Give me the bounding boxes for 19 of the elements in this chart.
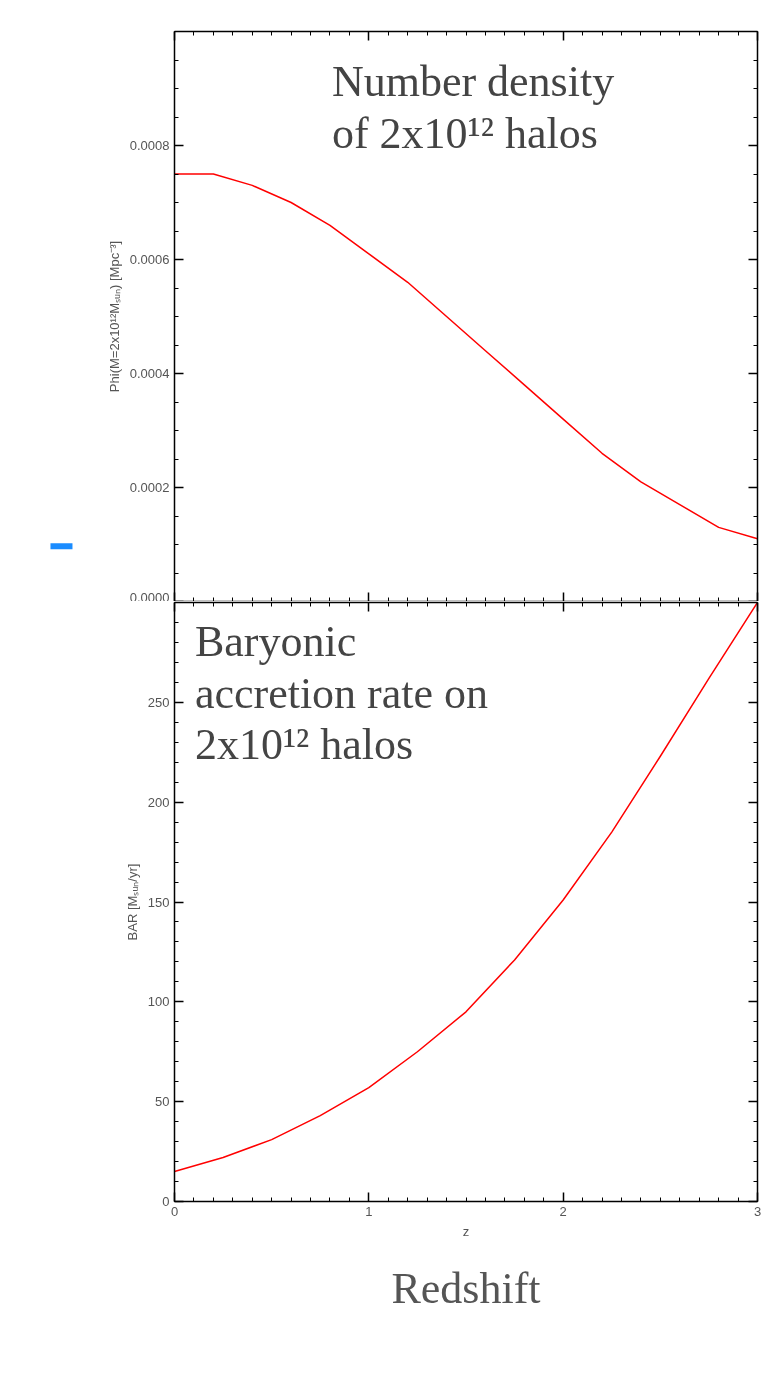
x-tick-label: 3 xyxy=(753,1203,762,1219)
y-tick-label: 200 xyxy=(147,794,170,810)
y-tick-label: 100 xyxy=(147,994,170,1010)
y-tick-label: 0.0006 xyxy=(129,252,170,267)
y-tick-label: 0.0000 xyxy=(129,589,170,605)
y-tick-label: 0.0004 xyxy=(129,366,170,381)
x-tick-label: 1 xyxy=(365,1203,373,1219)
annotation: Number density of 2x10¹² halos xyxy=(331,57,615,158)
y-tick-label: 150 xyxy=(147,894,170,910)
y-tick-label: 250 xyxy=(147,694,170,710)
annotation: Baryonic accretion rate on 2x10¹² halos xyxy=(194,617,489,770)
y-tick-label: 50 xyxy=(155,1094,170,1110)
y-axis-title: Phi(M=2x10¹²Mₛᵤₙ) [Mpc⁻³] xyxy=(106,240,122,393)
text: Redshift xyxy=(391,1263,541,1313)
x-tick-label: 2 xyxy=(559,1203,567,1219)
y-tick-label: 0.0008 xyxy=(129,138,170,153)
x-axis-title: z xyxy=(462,1223,470,1239)
y-axis-title: BAR [Mₛᵤₙ/yr] xyxy=(124,863,140,941)
y-tick-label: 0.0002 xyxy=(129,480,170,495)
